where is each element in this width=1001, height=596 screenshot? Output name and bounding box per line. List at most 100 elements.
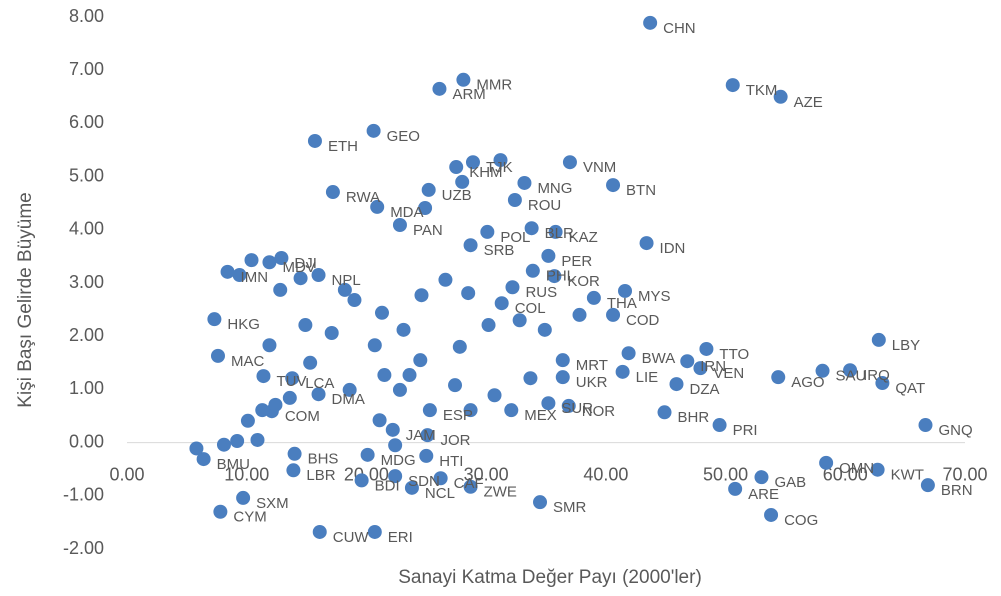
point-label: JAM xyxy=(406,427,436,444)
point xyxy=(507,193,522,208)
point xyxy=(725,78,740,93)
point xyxy=(764,507,779,522)
point-label: NPL xyxy=(332,272,361,289)
point-label: AGO xyxy=(791,374,824,391)
point xyxy=(324,326,339,341)
point-label: PER xyxy=(561,253,592,270)
point xyxy=(307,133,322,148)
point-label: MNG xyxy=(537,180,572,197)
point xyxy=(918,418,933,433)
point xyxy=(396,322,411,337)
point xyxy=(494,296,509,311)
point xyxy=(561,398,576,413)
point-label: TUV xyxy=(276,373,306,390)
point xyxy=(693,361,708,376)
point xyxy=(562,155,577,170)
point-label: POL xyxy=(500,229,530,246)
point xyxy=(586,290,601,305)
point xyxy=(541,248,556,263)
point-label: RUS xyxy=(525,284,557,301)
point xyxy=(325,185,340,200)
point xyxy=(505,280,520,295)
point xyxy=(419,448,434,463)
point xyxy=(606,178,621,193)
point xyxy=(293,271,308,286)
point-label: GNQ xyxy=(938,422,972,439)
point-label: DMA xyxy=(332,391,365,408)
point-label: MMR xyxy=(476,77,512,94)
point xyxy=(870,462,885,477)
point xyxy=(712,418,727,433)
y-tick-label: 5.00 xyxy=(69,165,104,185)
point-label: SMR xyxy=(553,499,587,516)
point xyxy=(541,396,556,411)
point-label: KAZ xyxy=(569,229,598,246)
point xyxy=(517,175,532,190)
point-label: MAC xyxy=(231,353,264,370)
point-label: ARE xyxy=(748,486,779,503)
point xyxy=(286,463,301,478)
x-tick-label: 10.00 xyxy=(224,464,269,484)
point xyxy=(547,269,562,284)
point-label: BHS xyxy=(308,451,339,468)
point-label: COM xyxy=(285,408,320,425)
x-tick-label: 0.00 xyxy=(109,464,144,484)
y-tick-label: 8.00 xyxy=(69,6,104,26)
point xyxy=(311,268,326,283)
point xyxy=(404,480,419,495)
x-tick-label: 40.00 xyxy=(583,464,628,484)
point xyxy=(337,282,352,297)
point xyxy=(347,293,362,308)
point xyxy=(771,370,786,385)
point xyxy=(555,370,570,385)
point-label: HTI xyxy=(439,453,463,470)
point xyxy=(420,428,435,443)
point xyxy=(367,524,382,539)
point-label: CHN xyxy=(663,20,696,37)
point xyxy=(342,382,357,397)
point-label: ROU xyxy=(528,197,561,214)
point xyxy=(481,318,496,333)
point xyxy=(311,387,326,402)
point xyxy=(421,182,436,197)
point xyxy=(370,199,385,214)
x-tick-label: 30.00 xyxy=(464,464,509,484)
point-label: JOR xyxy=(440,432,470,449)
point-label: GAB xyxy=(774,474,806,491)
point-label: MRT xyxy=(576,357,608,374)
point xyxy=(773,89,788,104)
point xyxy=(360,447,375,462)
point xyxy=(244,253,259,268)
point xyxy=(374,305,389,320)
point xyxy=(250,432,265,447)
point xyxy=(699,341,714,356)
point-label: MDG xyxy=(381,452,416,469)
point xyxy=(262,338,277,353)
point xyxy=(819,455,834,470)
point-label: MEX xyxy=(524,407,557,424)
point-label: SRB xyxy=(484,242,515,259)
point-label: SAU xyxy=(836,368,867,385)
point-label: MDV xyxy=(282,259,315,276)
point-label: LIE xyxy=(636,369,659,386)
point-label: TTO xyxy=(719,346,749,363)
point-label: SUR xyxy=(561,400,593,417)
point xyxy=(606,307,621,322)
point xyxy=(232,268,247,283)
point-label: BMU xyxy=(217,456,250,473)
y-tick-label: 1.00 xyxy=(69,378,104,398)
point-label: CUW xyxy=(333,529,370,546)
point xyxy=(256,369,271,384)
point xyxy=(230,434,245,449)
point xyxy=(463,238,478,253)
point-label: ERI xyxy=(388,529,413,546)
point xyxy=(303,355,318,370)
point-label: THA xyxy=(607,295,637,312)
point-label: LBR xyxy=(306,467,335,484)
x-axis-title: Sanayi Katma Değer Payı (2000'ler) xyxy=(398,567,702,588)
point xyxy=(463,479,478,494)
point xyxy=(196,452,211,467)
point xyxy=(621,346,636,361)
point xyxy=(354,473,369,488)
